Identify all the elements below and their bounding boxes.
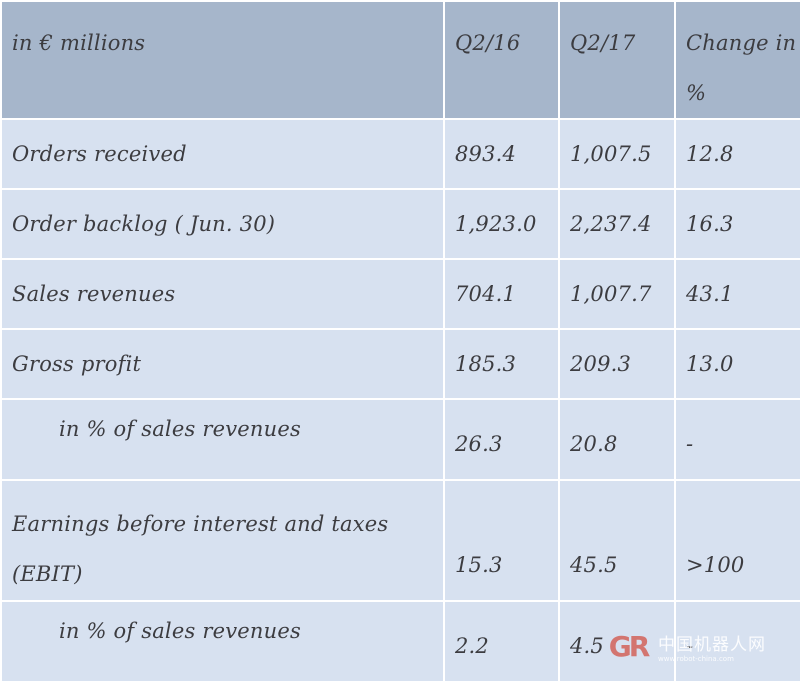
header-cell-change: Change in % (674, 0, 800, 120)
value-q2-16: 704.1 (443, 258, 560, 330)
row-label: Gross profit (0, 328, 445, 400)
value-change: 43.1 (674, 258, 800, 330)
header-cell-unit: in € millions (0, 0, 445, 120)
value-change: - (674, 600, 800, 683)
row-label: Sales revenues (0, 258, 445, 330)
value-q2-16: 185.3 (443, 328, 560, 400)
value-q2-17: 20.8 (558, 398, 676, 481)
value-q2-17: 4.5 (558, 600, 676, 683)
table-row: in % of sales revenues 2.2 4.5 - (0, 600, 800, 683)
value-change: - (674, 398, 800, 481)
row-label-indented: in % of sales revenues (0, 600, 445, 683)
header-cell-q2-17: Q2/17 (558, 0, 676, 120)
table-row: in % of sales revenues 26.3 20.8 - (0, 398, 800, 481)
table-row: Sales revenues 704.1 1,007.7 43.1 (0, 258, 800, 330)
value-q2-17: 1,007.7 (558, 258, 676, 330)
row-label: Order backlog ( Jun. 30) (0, 188, 445, 260)
header-cell-q2-16: Q2/16 (443, 0, 560, 120)
value-q2-17: 209.3 (558, 328, 676, 400)
value-q2-17: 1,007.5 (558, 118, 676, 190)
table-row: Gross profit 185.3 209.3 13.0 (0, 328, 800, 400)
value-q2-16: 1,923.0 (443, 188, 560, 260)
row-label: Earnings before interest and taxes (EBIT… (0, 479, 445, 602)
table-row: Earnings before interest and taxes (EBIT… (0, 479, 800, 602)
value-change: 13.0 (674, 328, 800, 400)
header-row: in € millions Q2/16 Q2/17 Change in % (0, 0, 800, 120)
value-q2-16: 15.3 (443, 479, 560, 602)
value-q2-16: 2.2 (443, 600, 560, 683)
value-change: >100 (674, 479, 800, 602)
table-row: Order backlog ( Jun. 30) 1,923.0 2,237.4… (0, 188, 800, 260)
value-change: 16.3 (674, 188, 800, 260)
value-q2-17: 2,237.4 (558, 188, 676, 260)
row-label: Orders received (0, 118, 445, 190)
table-row: Orders received 893.4 1,007.5 12.8 (0, 118, 800, 190)
row-label-indented: in % of sales revenues (0, 398, 445, 481)
value-q2-16: 26.3 (443, 398, 560, 481)
value-q2-16: 893.4 (443, 118, 560, 190)
value-change: 12.8 (674, 118, 800, 190)
value-q2-17: 45.5 (558, 479, 676, 602)
